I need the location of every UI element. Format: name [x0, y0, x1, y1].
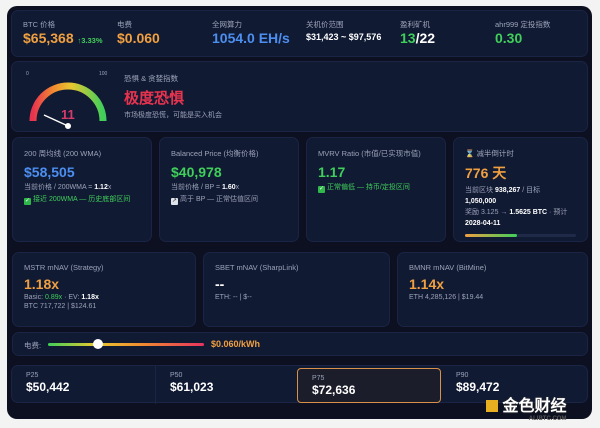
percentile-strip: P25 $50,442 P50 $61,023 P75 $72,636 P90 $89,…	[11, 365, 588, 404]
mstr-card: MSTR mNAV (Strategy) 1.18x Basic: 0.89x …	[12, 252, 196, 327]
balanced-price-card: Balanced Price (均衡价格) $40,978 当前价格 / BP …	[159, 137, 299, 242]
hashrate-stat: 全网算力 1054.0 EH/s	[212, 20, 290, 46]
dashboard-panel: BTC 价格 $65,368 ↑3.33% 电费 $0.060 全网算力 105…	[7, 6, 592, 419]
percentile-p75[interactable]: P75 $72,636	[297, 368, 441, 403]
wma-card: 200 周均线 (200 WMA) $58,505 当前价格 / 200WMA …	[12, 137, 152, 242]
percentile-p25: P25 $50,442	[26, 372, 70, 394]
fear-greed-card: 0 100 11 恐惧 & 贪婪指数 极度恐惧 市场极度恐慌，可能是买入机会	[11, 61, 588, 132]
electricity-slider[interactable]	[48, 339, 204, 349]
check-icon: ✓	[318, 186, 325, 193]
gauge-needle	[43, 114, 69, 127]
check-icon: ✓	[24, 198, 31, 205]
sbet-card: SBET mNAV (SharpLink) -- ETH: -- | $--	[203, 252, 390, 327]
halving-progress-bar	[465, 234, 576, 237]
electricity-slider-card: 电费: $0.060/kWh	[12, 332, 588, 356]
btc-price: $65,368	[23, 30, 74, 46]
hourglass-icon: ⌛	[465, 149, 475, 158]
electricity-stat: 电费 $0.060	[117, 20, 160, 46]
percentile-p90: P90 $89,472	[456, 372, 500, 394]
btc-price-stat: BTC 价格 $65,368 ↑3.33%	[23, 20, 103, 46]
watermark-logo: 金色财经 ALIBTC.COM	[486, 392, 566, 422]
percentile-p50: P50 $61,023	[155, 366, 295, 404]
halving-card: ⌛ 减半倒计时 776 天 当前区块 938,267 / 目标 1,050,000…	[453, 137, 588, 242]
btc-change: ↑3.33%	[77, 36, 103, 45]
chart-up-icon: ↗	[171, 198, 178, 205]
bmnr-card: BMNR mNAV (BitMine) 1.14x ETH 4,285,126 …	[397, 252, 588, 327]
shutdown-price-stat: 关机价范围 $31,423 ~ $97,576	[306, 20, 382, 42]
summary-bar: BTC 价格 $65,368 ↑3.33% 电费 $0.060 全网算力 105…	[11, 10, 588, 57]
profitable-miners-stat: 盈利矿机 13/22	[400, 20, 436, 46]
fear-greed-gauge	[29, 82, 107, 129]
ahr999-stat: ahr999 定投指数 0.30	[495, 20, 551, 46]
mvrv-card: MVRV Ratio (市值/已实现市值) 1.17 ✓ 正常偏低 — 持币/定投…	[306, 137, 446, 242]
slider-handle[interactable]	[92, 339, 103, 349]
fear-greed-value: 11	[61, 107, 75, 122]
fear-greed-state: 极度恐惧	[124, 90, 185, 107]
electricity-rate: $0.060/kWh	[211, 339, 261, 349]
